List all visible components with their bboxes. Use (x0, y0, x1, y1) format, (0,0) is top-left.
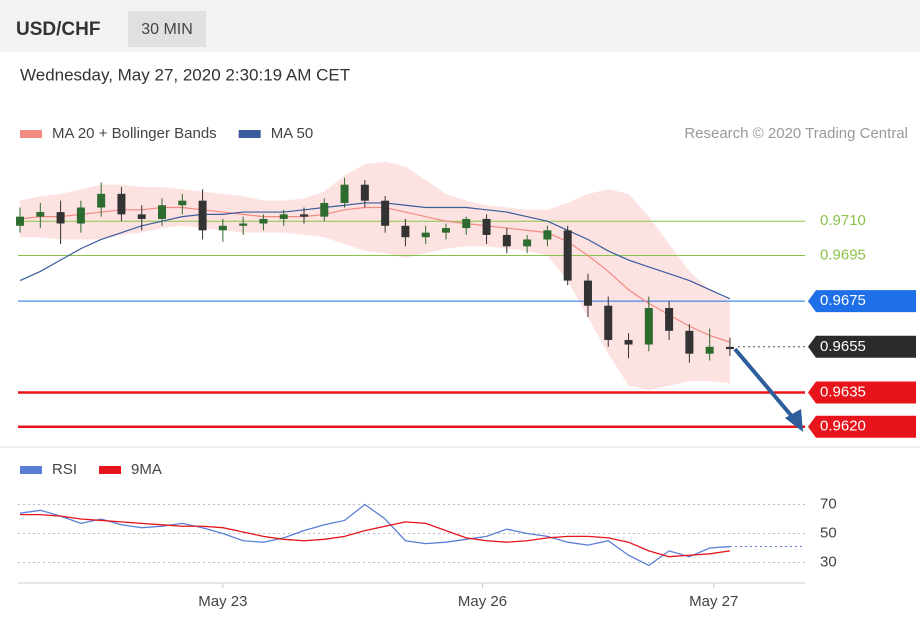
candle-body (360, 184, 369, 201)
candle-body (421, 232, 430, 238)
candle-body (543, 230, 552, 240)
candle-body (441, 228, 450, 233)
candle-body (523, 239, 532, 247)
candle-body (36, 212, 45, 217)
candle-body (401, 225, 410, 238)
candle-body (462, 218, 471, 229)
candle-body (117, 193, 126, 215)
y-tick-label: 30 (820, 553, 837, 570)
candle-body (705, 346, 714, 354)
level-label: 0.9635 (820, 383, 866, 400)
level-box (808, 335, 916, 358)
candle-body (665, 307, 674, 331)
candle-body (685, 330, 694, 354)
candle-body (178, 200, 187, 206)
symbol: USD/CHF (16, 19, 100, 40)
level-box (808, 415, 916, 438)
candle-body (198, 200, 207, 231)
candle-body (137, 214, 146, 219)
legend-swatch (20, 130, 42, 138)
candle-body (725, 346, 734, 350)
level-label: 0.9655 (820, 338, 866, 355)
legend-label: MA 50 (271, 125, 314, 142)
candle-body (644, 307, 653, 345)
bollinger-band (20, 161, 730, 391)
interval-box[interactable] (128, 11, 206, 47)
x-tick-label: May 23 (198, 593, 247, 610)
candle-body (340, 184, 349, 203)
candle-body (381, 200, 390, 226)
level-label: 0.9695 (820, 246, 866, 263)
candle-body (16, 216, 25, 226)
y-tick-label: 50 (820, 524, 837, 541)
forecast-arrowhead (785, 409, 803, 432)
level-box (808, 381, 916, 404)
indicator-line (20, 514, 731, 558)
credit: Research © 2020 Trading Central (684, 125, 908, 142)
candle-body (320, 202, 329, 217)
legend-swatch (99, 466, 122, 474)
x-tick-label: May 26 (458, 593, 507, 610)
candle-body (482, 218, 491, 235)
y-tick-label: 70 (820, 495, 837, 512)
x-tick-label: May 27 (689, 593, 738, 610)
candle-body (97, 193, 106, 208)
candle-body (259, 218, 268, 224)
candle-body (604, 305, 613, 340)
timestamp: Wednesday, May 27, 2020 2:30:19 AM CET (20, 65, 350, 84)
candle-body (218, 225, 227, 231)
ma-line (19, 202, 731, 300)
candle-body (158, 205, 167, 219)
candle-body (624, 339, 633, 345)
level-label: 0.9710 (820, 212, 866, 229)
candle-body (279, 214, 288, 219)
candle-body (563, 230, 572, 281)
interval[interactable]: 30 MIN (141, 21, 193, 38)
indicator-line (19, 503, 730, 567)
legend-swatch (20, 466, 42, 474)
candle-body (583, 280, 592, 306)
candle-body (239, 223, 248, 226)
level-box (808, 290, 916, 313)
candle-body (56, 212, 65, 224)
candle-body (299, 214, 308, 217)
candle-body (502, 234, 511, 247)
level-label: 0.9675 (820, 292, 866, 309)
ma-line (19, 206, 731, 343)
legend-label: MA 20 + Bollinger Bands (52, 125, 217, 142)
legend-label: 9MA (131, 461, 162, 478)
legend-swatch (238, 130, 261, 138)
level-label: 0.9620 (820, 418, 866, 435)
forecast-arrow (733, 347, 797, 422)
legend-label: RSI (52, 461, 77, 478)
candle-body (76, 207, 85, 224)
